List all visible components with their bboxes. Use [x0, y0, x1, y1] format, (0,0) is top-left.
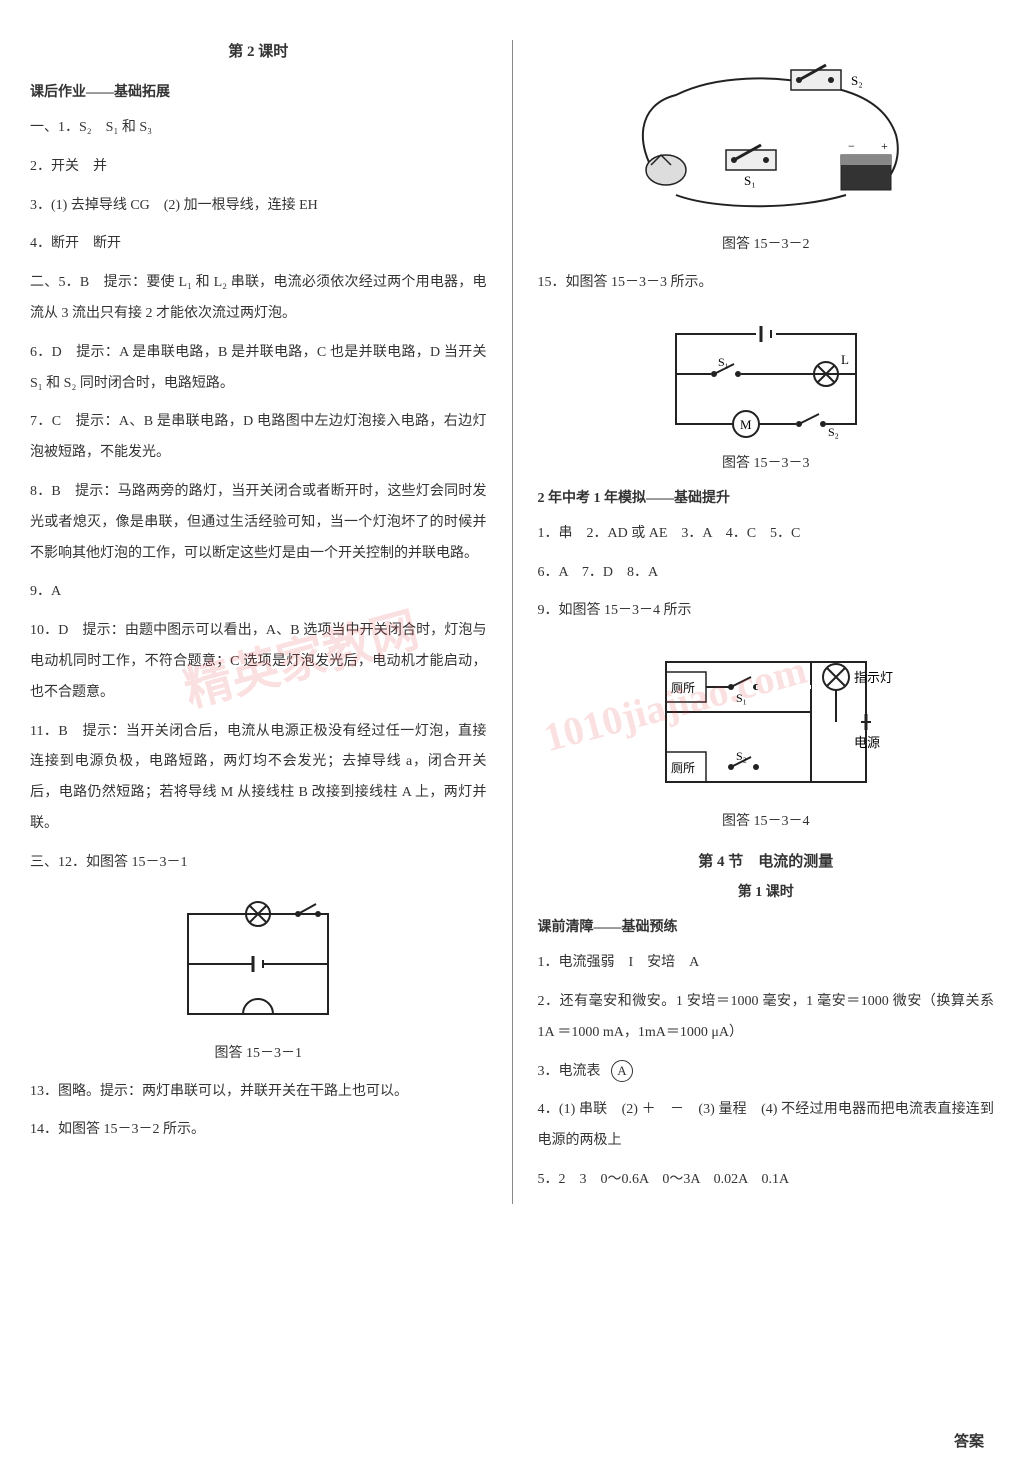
section-4-title: 第 4 节 电流的测量	[538, 850, 995, 871]
svg-text:S₁: S₁	[718, 355, 729, 369]
circuit-diagram-icon: 厕所 厕所 S₁ S₂ 指示灯	[636, 642, 896, 802]
svg-text:S₂: S₂	[736, 749, 747, 763]
figure-15-3-2: S₂ S₁ − + 图答 15－3－2	[538, 55, 995, 253]
answer-item: 9．A	[30, 577, 487, 608]
answer-item: 4．断开 断开	[30, 229, 487, 260]
answer-item: 2．开关 并	[30, 152, 487, 183]
section-header-prep: 课前清障——基础预练	[538, 916, 995, 936]
left-column: 第 2 课时 课后作业——基础拓展 一、1．S₂ S₁ 和 S₃ 2．开关 并 …	[30, 40, 487, 1204]
page-container: 第 2 课时 课后作业——基础拓展 一、1．S₂ S₁ 和 S₃ 2．开关 并 …	[30, 40, 994, 1204]
answer-item: 5．2 3 0～0.6A 0～3A 0.02A 0.1A	[538, 1165, 995, 1196]
figure-15-3-3: S₁ L M S₂ 图答 15－3－3	[538, 314, 995, 472]
circuit-diagram-icon: S₁ L M S₂	[656, 314, 876, 444]
sub-lesson-header: 第 1 课时	[538, 881, 995, 901]
figure-caption: 图答 15－3－4	[538, 810, 995, 830]
answer-line: 6．A 7．D 8．A	[538, 558, 995, 589]
circuit-physical-icon: S₂ S₁ − +	[616, 55, 916, 225]
toilet-label: 厕所	[671, 681, 695, 695]
right-column: S₂ S₁ − + 图答 15－3－2 15．如图答 15－3－3 所示。	[538, 40, 995, 1204]
svg-text:S₂: S₂	[851, 73, 863, 88]
answer-item: 3．(1) 去掉导线 CG (2) 加一根导线，连接 EH	[30, 191, 487, 222]
answer-item: 6．D 提示：A 是串联电路，B 是并联电路，C 也是并联电路，D 当开关 S₁…	[30, 338, 487, 400]
answer-item: 14．如图答 15－3－2 所示。	[30, 1115, 487, 1146]
answer-item: 13．图略。提示：两灯串联可以，并联开关在干路上也可以。	[30, 1077, 487, 1108]
ammeter-symbol-icon: A	[611, 1060, 633, 1082]
answer-item: 9．如图答 15－3－4 所示	[538, 596, 995, 627]
answer-item: 7．C 提示：A、B 是串联电路，D 电路图中左边灯泡接入电路，右边灯泡被短路，…	[30, 407, 487, 469]
svg-text:S₂: S₂	[828, 425, 839, 439]
svg-text:S₁: S₁	[736, 691, 747, 705]
figure-caption: 图答 15－3－1	[30, 1042, 487, 1062]
figure-15-3-1: 图答 15－3－1	[30, 894, 487, 1062]
power-label: 电源	[854, 735, 880, 750]
indicator-label: 指示灯	[854, 670, 893, 685]
figure-caption: 图答 15－3－2	[538, 233, 995, 253]
answer-item: 1．电流强弱 I 安培 A	[538, 948, 995, 979]
column-divider	[512, 40, 513, 1204]
answer-line: 1．串 2．AD 或 AE 3．A 4．C 5．C	[538, 519, 995, 550]
lesson-header: 第 2 课时	[30, 40, 487, 61]
answer-item: 4．(1) 串联 (2) ＋ － (3) 量程 (4) 不经过用电器而把电流表直…	[538, 1095, 995, 1157]
answer-item: 10．D 提示：由题中图示可以看出，A、B 选项当中开关闭合时，灯泡与电动机同时…	[30, 616, 487, 708]
section-header-exam: 2 年中考 1 年模拟——基础提升	[538, 487, 995, 507]
svg-text:L: L	[841, 352, 849, 367]
page-footer: 答案	[954, 1430, 984, 1451]
toilet-label: 厕所	[671, 761, 695, 775]
answer-item: 3．电流表 A	[538, 1057, 995, 1088]
answer-item: 二、5．B 提示：要使 L₁ 和 L₂ 串联，电流必须依次经过两个用电器，电流从…	[30, 268, 487, 330]
svg-text:S₁: S₁	[744, 173, 756, 188]
answer-item: 三、12．如图答 15－3－1	[30, 848, 487, 879]
answer-item: 一、1．S₂ S₁ 和 S₃	[30, 113, 487, 144]
answer-item: 8．B 提示：马路两旁的路灯，当开关闭合或者断开时，这些灯会同时发光或者熄灭，像…	[30, 477, 487, 569]
answer-item: 2．还有毫安和微安。1 安培＝1000 毫安，1 毫安＝1000 微安（换算关系…	[538, 987, 995, 1049]
section-header-homework: 课后作业——基础拓展	[30, 81, 487, 101]
figure-caption: 图答 15－3－3	[538, 452, 995, 472]
svg-text:+: +	[881, 139, 888, 153]
item3-prefix: 3．电流表	[538, 1064, 601, 1079]
svg-text:−: −	[848, 139, 855, 153]
answer-item: 15．如图答 15－3－3 所示。	[538, 268, 995, 299]
svg-text:M: M	[740, 417, 752, 432]
figure-15-3-4: 厕所 厕所 S₁ S₂ 指示灯	[538, 642, 995, 830]
answer-item: 11．B 提示：当开关闭合后，电流从电源正极没有经过任一灯泡，直接连接到电源负极…	[30, 717, 487, 840]
circuit-diagram-icon	[168, 894, 348, 1034]
